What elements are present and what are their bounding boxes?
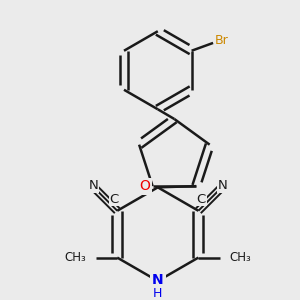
Text: CH₃: CH₃ (64, 251, 86, 264)
Text: N: N (152, 273, 164, 287)
Text: CH₃: CH₃ (230, 251, 251, 264)
Text: N: N (88, 179, 98, 192)
Text: O: O (140, 179, 150, 193)
Text: C: C (110, 193, 119, 206)
Text: H: H (153, 287, 163, 300)
Text: N: N (218, 179, 227, 192)
Text: C: C (197, 193, 206, 206)
Text: Br: Br (215, 34, 229, 47)
